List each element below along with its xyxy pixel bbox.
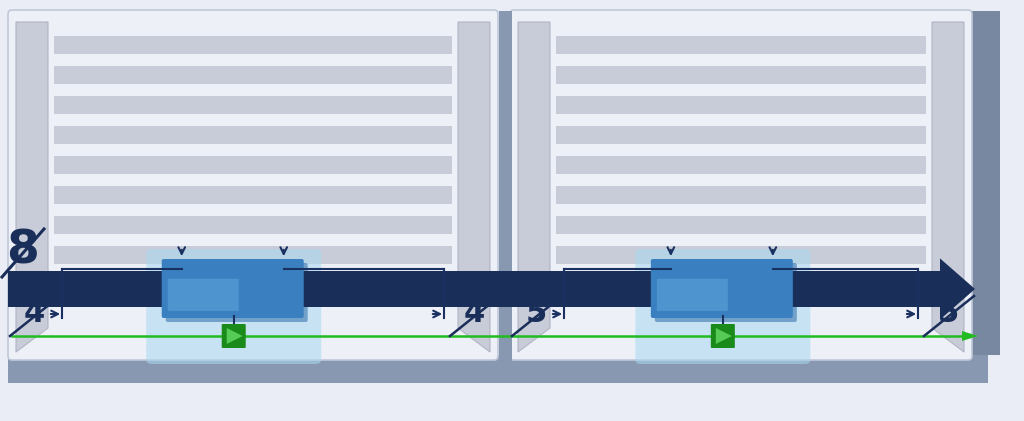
Bar: [54, 186, 452, 204]
Bar: [54, 36, 452, 54]
Bar: [54, 216, 452, 234]
Text: 4: 4: [24, 299, 45, 328]
Bar: [54, 96, 452, 114]
Bar: [556, 186, 926, 204]
FancyBboxPatch shape: [651, 259, 793, 318]
Polygon shape: [16, 22, 48, 352]
FancyBboxPatch shape: [166, 263, 308, 322]
Text: 8: 8: [5, 229, 38, 274]
Bar: [556, 246, 926, 264]
FancyBboxPatch shape: [656, 279, 728, 311]
Polygon shape: [962, 331, 978, 341]
Bar: [556, 36, 926, 54]
Bar: [556, 66, 926, 84]
FancyBboxPatch shape: [162, 259, 304, 318]
Bar: [556, 216, 926, 234]
Bar: [54, 66, 452, 84]
FancyBboxPatch shape: [635, 249, 810, 364]
FancyBboxPatch shape: [146, 249, 322, 364]
Polygon shape: [716, 328, 732, 344]
Bar: [556, 126, 926, 144]
Polygon shape: [940, 258, 975, 320]
Bar: [8, 11, 988, 383]
FancyBboxPatch shape: [654, 263, 797, 322]
Text: 5: 5: [525, 299, 547, 328]
Bar: [54, 246, 452, 264]
FancyBboxPatch shape: [168, 279, 239, 311]
Polygon shape: [518, 22, 550, 352]
FancyBboxPatch shape: [711, 324, 735, 348]
FancyBboxPatch shape: [222, 324, 246, 348]
Bar: [499, 11, 512, 383]
Polygon shape: [226, 328, 243, 344]
Polygon shape: [458, 22, 490, 352]
Polygon shape: [932, 22, 964, 352]
Bar: [8, 271, 950, 307]
Bar: [54, 156, 452, 174]
Text: 4: 4: [464, 299, 484, 328]
FancyBboxPatch shape: [510, 10, 972, 360]
Bar: [8, 355, 988, 383]
Bar: [556, 156, 926, 174]
Text: 5: 5: [937, 299, 958, 328]
Bar: [972, 11, 1000, 355]
Bar: [54, 126, 452, 144]
Bar: [556, 96, 926, 114]
FancyBboxPatch shape: [8, 10, 498, 360]
